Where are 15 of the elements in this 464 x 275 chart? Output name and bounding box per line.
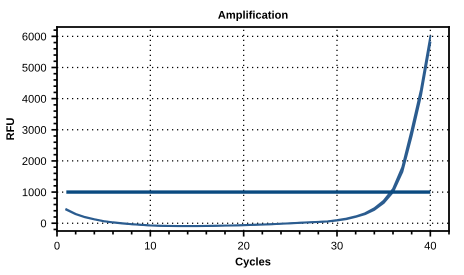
y-tick-label: 2000 <box>22 157 46 166</box>
y-tick-label: 6000 <box>22 32 46 40</box>
x-tick-label: 0 <box>54 242 60 250</box>
y-tick-label: 4000 <box>22 94 46 103</box>
x-tick-label: 20 <box>238 242 250 250</box>
x-axis-title: Cycles <box>236 257 270 268</box>
x-tick-label: 10 <box>145 242 156 250</box>
y-tick-label: 5000 <box>22 64 46 72</box>
x-tick-label: 30 <box>331 242 343 250</box>
y-axis-title: RFU <box>6 118 14 140</box>
chart-title: Amplification <box>218 10 288 21</box>
y-tick-label: 0 <box>40 219 46 228</box>
y-tick-label: 1000 <box>22 188 46 196</box>
x-tick-label: 40 <box>424 242 436 250</box>
y-tick-label: 3000 <box>22 126 46 134</box>
